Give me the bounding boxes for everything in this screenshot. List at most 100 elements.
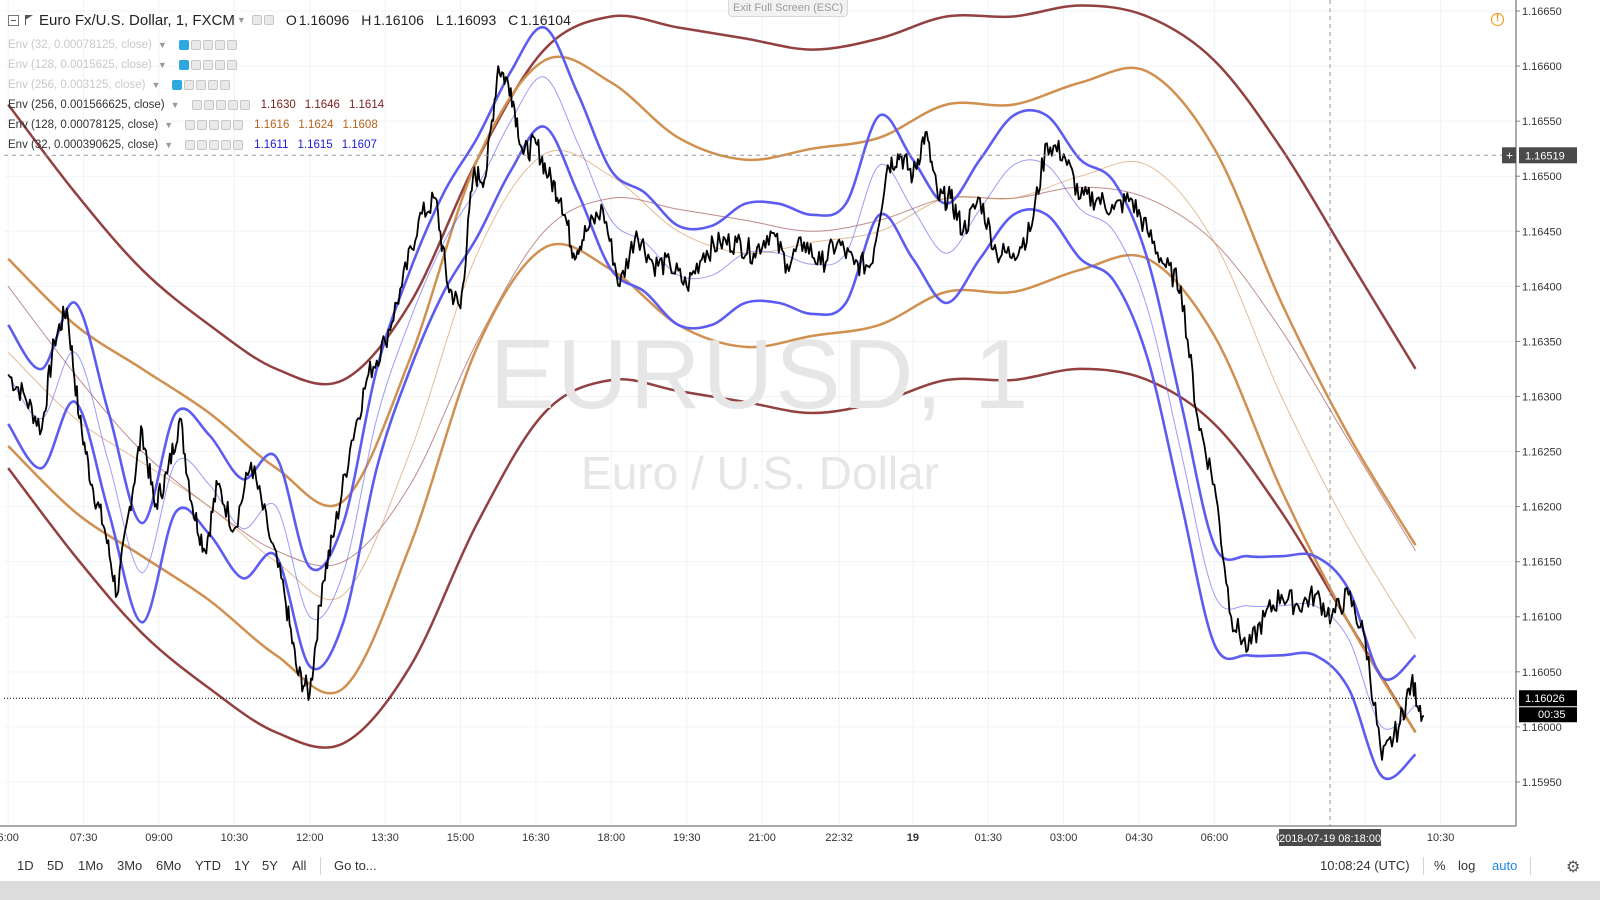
source-icon[interactable] <box>196 80 207 90</box>
symbol-title[interactable]: Euro Fx/U.S. Dollar, 1, FXCM <box>39 11 235 29</box>
auto-scale-button[interactable]: auto <box>1492 858 1518 873</box>
envelope-lower-env-32-0-000390625-close- <box>7 125 1417 781</box>
indicator-row-env128[interactable]: Env (128, 0.00078125, close) ▼ 1.1616 1.1… <box>8 119 378 131</box>
y-tick-label: 1.16150 <box>1522 557 1562 569</box>
chevron-down-icon[interactable]: ▼ <box>170 100 180 110</box>
plus-icon[interactable] <box>214 60 225 70</box>
indicator-row-env256[interactable]: Env (256, 0.001566625, close) ▼ 1.1630 1.… <box>8 99 385 111</box>
source-icon[interactable] <box>209 140 220 150</box>
gear-icon[interactable] <box>190 40 201 50</box>
visibility-icon[interactable] <box>251 15 262 25</box>
range-1y-button[interactable]: 1Y <box>234 858 250 873</box>
range-5y-button[interactable]: 5Y <box>262 858 278 873</box>
source-icon[interactable] <box>215 100 226 110</box>
indicator-row-faded[interactable]: Env (256, 0.003125, close) ▼ <box>8 76 232 94</box>
flag-icon[interactable] <box>25 15 33 25</box>
close-icon[interactable] <box>233 120 244 130</box>
gear-icon[interactable]: ⚙ <box>1566 859 1581 876</box>
chevron-down-icon[interactable]: ▼ <box>164 140 174 150</box>
close-icon[interactable] <box>226 40 237 50</box>
chevron-down-icon[interactable]: ▼ <box>236 15 246 25</box>
bottom-toolbar: 1D 5D 1Mo 3Mo 6Mo YTD 1Y 5Y All Go to...… <box>0 851 1600 881</box>
gear-icon[interactable] <box>197 120 208 130</box>
plus-icon[interactable] <box>221 140 232 150</box>
x-tick-label: 6:00 <box>0 832 19 844</box>
indicator-values: 1.1616 1.1624 1.1608 <box>254 119 378 131</box>
y-tick-label: 1.15950 <box>1522 777 1562 789</box>
symbol-legend: Euro Fx/U.S. Dollar, 1, FXCM ▼ O 1.16096 … <box>8 8 579 32</box>
y-tick-label: 1.16100 <box>1522 612 1562 624</box>
crosshair-price-label: 1.16519 <box>1525 150 1565 162</box>
x-tick-label: 13:30 <box>371 832 399 844</box>
range-1mo-button[interactable]: 1Mo <box>78 858 104 873</box>
gear-icon[interactable] <box>184 80 195 90</box>
range-3mo-button[interactable]: 3Mo <box>117 858 143 873</box>
close-icon[interactable] <box>220 80 231 90</box>
indicator-row-faded[interactable]: Env (32, 0.00078125, close) ▼ <box>8 36 239 54</box>
source-icon[interactable] <box>202 60 213 70</box>
eye-icon[interactable] <box>191 100 202 110</box>
range-6mo-button[interactable]: 6Mo <box>156 858 182 873</box>
range-5d-button[interactable]: 5D <box>47 858 64 873</box>
crosshair-plus-bg <box>1502 147 1516 164</box>
alert-icon[interactable]: ! <box>1491 13 1504 26</box>
y-tick-label: 1.16400 <box>1522 281 1562 293</box>
countdown-label-bg <box>1519 707 1577 723</box>
plus-icon[interactable] <box>214 40 225 50</box>
bottom-strip <box>0 881 1600 900</box>
close-icon[interactable] <box>226 60 237 70</box>
exit-fullscreen-button[interactable]: Exit Full Screen (ESC) <box>728 0 848 17</box>
x-tick-label: 22:32 <box>825 832 853 844</box>
goto-button[interactable]: Go to... <box>334 858 377 873</box>
last-price-label: 1.16026 <box>1525 693 1565 705</box>
envelope-upper-env-32-0-000390625-close- <box>7 26 1417 681</box>
chevron-down-icon[interactable]: ▼ <box>157 60 167 70</box>
collapse-legend-icon[interactable] <box>8 14 19 26</box>
y-tick-label: 1.16000 <box>1522 722 1562 734</box>
gear-icon[interactable] <box>203 100 214 110</box>
x-tick-label: 18:00 <box>598 832 626 844</box>
settings-icon[interactable] <box>263 15 274 25</box>
eye-icon[interactable] <box>185 140 196 150</box>
source-icon[interactable] <box>202 40 213 50</box>
log-scale-button[interactable]: log <box>1458 858 1476 873</box>
chevron-down-icon[interactable]: ▼ <box>157 40 167 50</box>
utc-clock[interactable]: 10:08:24 (UTC) <box>1320 858 1410 873</box>
chevron-down-icon[interactable]: ▼ <box>151 80 161 90</box>
indicator-row-env32[interactable]: Env (32, 0.000390625, close) ▼ 1.1611 1.1… <box>8 139 377 151</box>
price-line-layer <box>7 65 1425 761</box>
x-tick-label: 19 <box>907 832 919 844</box>
chevron-down-icon[interactable]: ▼ <box>164 120 174 130</box>
close-icon[interactable] <box>239 100 250 110</box>
crosshair-plus-icon: + <box>1506 148 1513 162</box>
time-cursor-label: 2018-07-19 08:18:00 <box>1279 833 1381 845</box>
eye-icon[interactable] <box>178 60 189 70</box>
x-tick-label: 01:30 <box>975 832 1003 844</box>
chart-overlays <box>4 0 1516 826</box>
range-ytd-button[interactable]: YTD <box>195 858 221 873</box>
y-tick-label: 1.16050 <box>1522 667 1562 679</box>
source-icon[interactable] <box>209 120 220 130</box>
y-tick-label: 1.16600 <box>1522 61 1562 73</box>
x-tick-label: 07:30 <box>70 832 98 844</box>
eye-icon[interactable] <box>185 120 196 130</box>
time-axis: 6:00 07:30 09:00 10:30 12:00 13:30 15:00 16:30 1… <box>0 825 1516 846</box>
eye-icon[interactable] <box>178 40 189 50</box>
percent-scale-button[interactable]: % <box>1434 858 1446 873</box>
gear-icon[interactable] <box>190 60 201 70</box>
plus-icon[interactable] <box>221 120 232 130</box>
close-icon[interactable] <box>233 140 244 150</box>
close-value: 1.16104 <box>520 12 571 28</box>
plus-icon[interactable] <box>208 80 219 90</box>
range-1d-button[interactable]: 1D <box>17 858 34 873</box>
x-tick-label: 12:00 <box>296 832 324 844</box>
range-all-button[interactable]: All <box>292 858 307 873</box>
indicator-row-faded[interactable]: Env (128, 0.0015625, close) ▼ <box>8 56 239 74</box>
x-tick-label: 10:30 <box>1427 832 1455 844</box>
gear-icon[interactable] <box>197 140 208 150</box>
eye-icon[interactable] <box>172 80 183 90</box>
low-value: 1.16093 <box>445 12 497 28</box>
x-tick-label: 03:00 <box>1050 832 1078 844</box>
plus-icon[interactable] <box>227 100 238 110</box>
